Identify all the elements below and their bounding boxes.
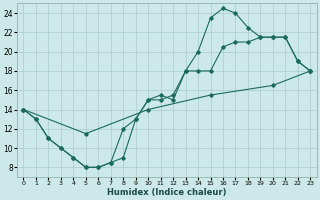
X-axis label: Humidex (Indice chaleur): Humidex (Indice chaleur) [107, 188, 227, 197]
